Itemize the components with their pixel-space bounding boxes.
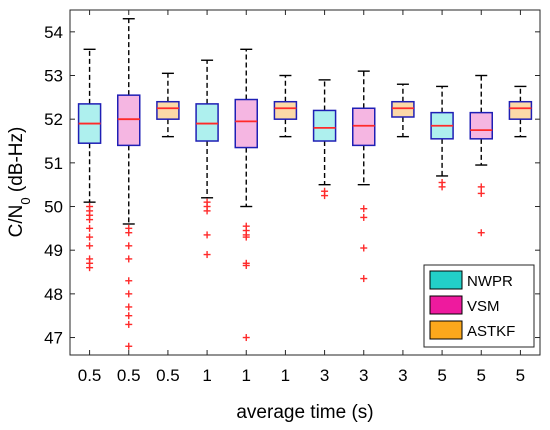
outlier-marker	[125, 290, 133, 298]
outlier-marker	[86, 264, 94, 272]
legend-swatch	[429, 270, 463, 290]
y-tick-label: 47	[44, 329, 63, 348]
x-tick-label: 1	[242, 366, 251, 385]
box-nwpr-7	[312, 79, 337, 200]
y-tick-label: 49	[44, 241, 63, 260]
y-axis-ticks: 47 48 49 50 51 52 53 54	[44, 23, 540, 348]
x-tick-label: 5	[437, 366, 446, 385]
legend-item-vsm: VSM	[429, 295, 500, 315]
legend-item-nwpr: NWPR	[429, 270, 513, 290]
x-tick-label: 3	[398, 366, 407, 385]
y-axis-label-main: C/N	[6, 205, 27, 238]
box-body	[312, 109, 337, 142]
outlier-marker	[360, 205, 368, 213]
box-astkf-3	[156, 72, 180, 138]
box-astkf-6	[273, 74, 298, 138]
outlier-marker	[125, 320, 133, 328]
legend-swatch	[429, 320, 463, 340]
x-tick-label: 0.5	[78, 366, 102, 385]
outlier-marker	[125, 303, 133, 311]
x-tick-label: 0.5	[117, 366, 141, 385]
axes-frame	[69, 9, 541, 356]
outlier-marker	[86, 242, 94, 250]
outlier-marker	[203, 251, 211, 259]
outlier-marker	[477, 183, 485, 191]
box-vsm-5	[234, 48, 258, 342]
outlier-marker	[438, 183, 446, 191]
outlier-marker	[125, 242, 133, 250]
legend-items: NWPR VSM ASTKF	[429, 270, 515, 340]
legend: NWPR VSM ASTKF	[423, 264, 535, 348]
outlier-marker	[242, 334, 250, 342]
box-nwpr-10	[430, 85, 454, 191]
legend-label: VSM	[467, 298, 500, 315]
outlier-marker	[242, 261, 250, 269]
legend-label: NWPR	[467, 273, 513, 290]
box-body	[391, 100, 415, 118]
box-body	[117, 94, 141, 147]
box-astkf-12	[508, 85, 533, 138]
box-body	[273, 100, 298, 120]
x-axis-label: average time (s)	[236, 402, 373, 423]
x-tick-label: 0.5	[156, 366, 180, 385]
outlier-marker	[360, 213, 368, 221]
box-body	[508, 100, 533, 120]
outlier-marker	[203, 207, 211, 215]
outlier-marker	[242, 233, 250, 241]
outlier-marker	[321, 192, 329, 200]
outlier-marker	[203, 231, 211, 239]
box-vsm-2	[117, 18, 141, 350]
outlier-marker	[125, 277, 133, 285]
x-axis-ticks: 0.5 0.5 0.5 1 1 1 3 3 3 5 5 5	[78, 10, 525, 385]
x-tick-label: 3	[320, 366, 329, 385]
outlier-marker	[125, 255, 133, 263]
y-tick-label: 48	[44, 285, 63, 304]
x-tick-label: 5	[477, 366, 486, 385]
outlier-marker	[360, 275, 368, 283]
outlier-marker	[477, 189, 485, 197]
box-astkf-9	[391, 83, 415, 138]
y-tick-label: 51	[44, 154, 63, 173]
x-tick-label: 1	[281, 366, 290, 385]
y-axis-label: C/N0 (dB-Hz)	[6, 127, 33, 238]
outlier-marker	[125, 342, 133, 350]
box-body	[195, 103, 219, 142]
y-axis-label-subscript: 0	[18, 197, 33, 204]
y-tick-label: 52	[44, 110, 63, 129]
legend-label: ASTKF	[467, 323, 515, 340]
box-body	[469, 111, 493, 140]
x-tick-label: 5	[516, 366, 525, 385]
legend-swatch	[429, 295, 463, 315]
y-tick-label: 50	[44, 198, 63, 217]
box-nwpr-1	[77, 48, 102, 272]
box-nwpr-4	[195, 59, 219, 259]
outlier-marker	[86, 233, 94, 241]
outlier-marker	[125, 312, 133, 320]
plot-area	[77, 18, 533, 350]
box-body	[234, 98, 258, 149]
y-tick-label: 53	[44, 67, 63, 86]
outlier-marker	[125, 229, 133, 237]
box-body	[352, 107, 376, 147]
outlier-marker	[86, 216, 94, 224]
x-tick-label: 3	[359, 366, 368, 385]
outlier-marker	[86, 224, 94, 232]
y-tick-label: 54	[44, 23, 63, 42]
outlier-marker	[477, 229, 485, 237]
box-vsm-8	[352, 70, 376, 283]
box-body	[156, 100, 180, 120]
legend-item-astkf: ASTKF	[429, 320, 515, 340]
box-vsm-11	[469, 74, 493, 274]
outlier-marker	[360, 244, 368, 252]
x-tick-label: 1	[202, 366, 211, 385]
y-axis-label-unit: (dB-Hz)	[6, 127, 27, 198]
